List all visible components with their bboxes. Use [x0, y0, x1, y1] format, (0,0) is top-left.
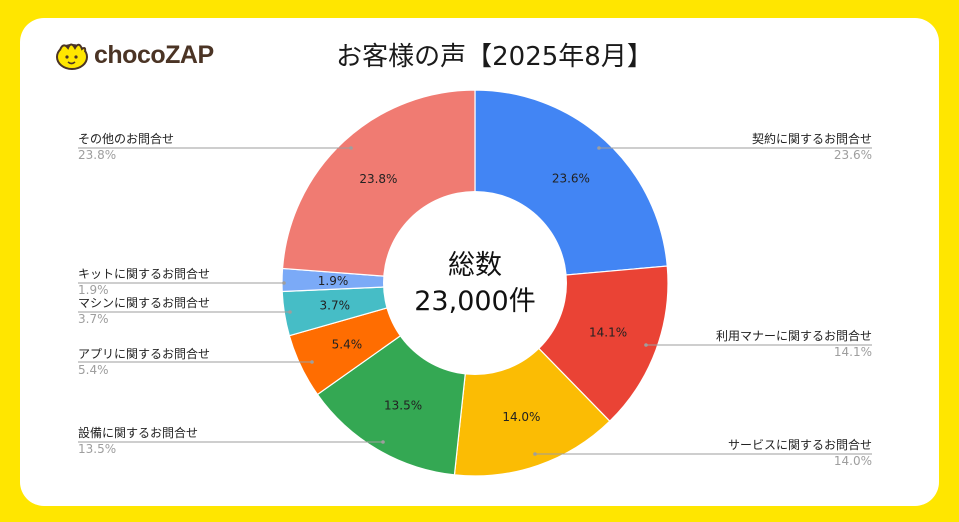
legend-percent-2: 14.1% [834, 345, 872, 359]
brand-name-part1: choco [94, 40, 166, 69]
legend-percent-5: 5.4% [78, 363, 109, 377]
chart-card: chocoZAP お客様の声【2025年8月】 23.6% 14.1% 14.0% 1… [20, 18, 939, 506]
leader-dot-8 [349, 146, 353, 150]
legend-layer: 契約に関するお問合せ 23.6% 利用マナーに関するお問合せ 14.1% サービスに関す… [78, 131, 872, 468]
brand-name: chocoZAP [94, 41, 214, 70]
slice-label-8: 23.8% [359, 172, 397, 186]
legend-percent-7: 1.9% [78, 283, 109, 297]
slice-label-5: 5.4% [332, 337, 363, 351]
legend-percent-1: 23.6% [834, 148, 872, 162]
legend-name-1: 契約に関するお問合せ [752, 131, 872, 146]
slice-label-4: 13.5% [384, 399, 422, 413]
legend-percent-4: 13.5% [78, 442, 116, 456]
leader-dot-3 [533, 452, 537, 456]
slice-label-2: 14.1% [589, 325, 627, 339]
slice-label-6: 3.7% [320, 299, 351, 313]
center-label: 総数 [448, 250, 502, 281]
leader-dot-6 [288, 310, 292, 314]
leader-dot-7 [282, 281, 286, 285]
brand-name-part2: ZAP [165, 40, 214, 69]
legend-name-5: アプリに関するお問合せ [78, 346, 210, 361]
chocozap-mascot-icon [56, 43, 88, 70]
legend-name-2: 利用マナーに関するお問合せ [716, 328, 872, 343]
legend-percent-6: 3.7% [78, 312, 109, 326]
legend-name-4: 設備に関するお問合せ [78, 425, 198, 440]
legend-name-7: キットに関するお問合せ [78, 266, 210, 281]
legend-name-3: サービスに関するお問合せ [728, 437, 872, 452]
legend-name-8: その他のお問合せ [78, 131, 174, 146]
donut-hole [383, 191, 567, 375]
donut-chart: 23.6% 14.1% 14.0% 13.5% 5.4% 3.7% 1.9% 23.8% 総数… [78, 89, 872, 477]
slice-label-7: 1.9% [318, 274, 349, 288]
legend-percent-3: 14.0% [834, 454, 872, 468]
center-total: 23,000件 [414, 286, 535, 317]
leader-dot-2 [644, 343, 648, 347]
legend-percent-8: 23.8% [78, 148, 116, 162]
legend-name-6: マシンに関するお問合せ [78, 295, 210, 310]
leader-dot-4 [381, 440, 385, 444]
chocozap-logo: chocoZAP [54, 40, 214, 70]
leader-dot-5 [310, 360, 314, 364]
slice-label-1: 23.6% [552, 171, 590, 185]
slice-label-3: 14.0% [502, 410, 540, 424]
chart-title: お客様の声【2025年8月】 [336, 42, 653, 72]
leader-dot-1 [597, 146, 601, 150]
